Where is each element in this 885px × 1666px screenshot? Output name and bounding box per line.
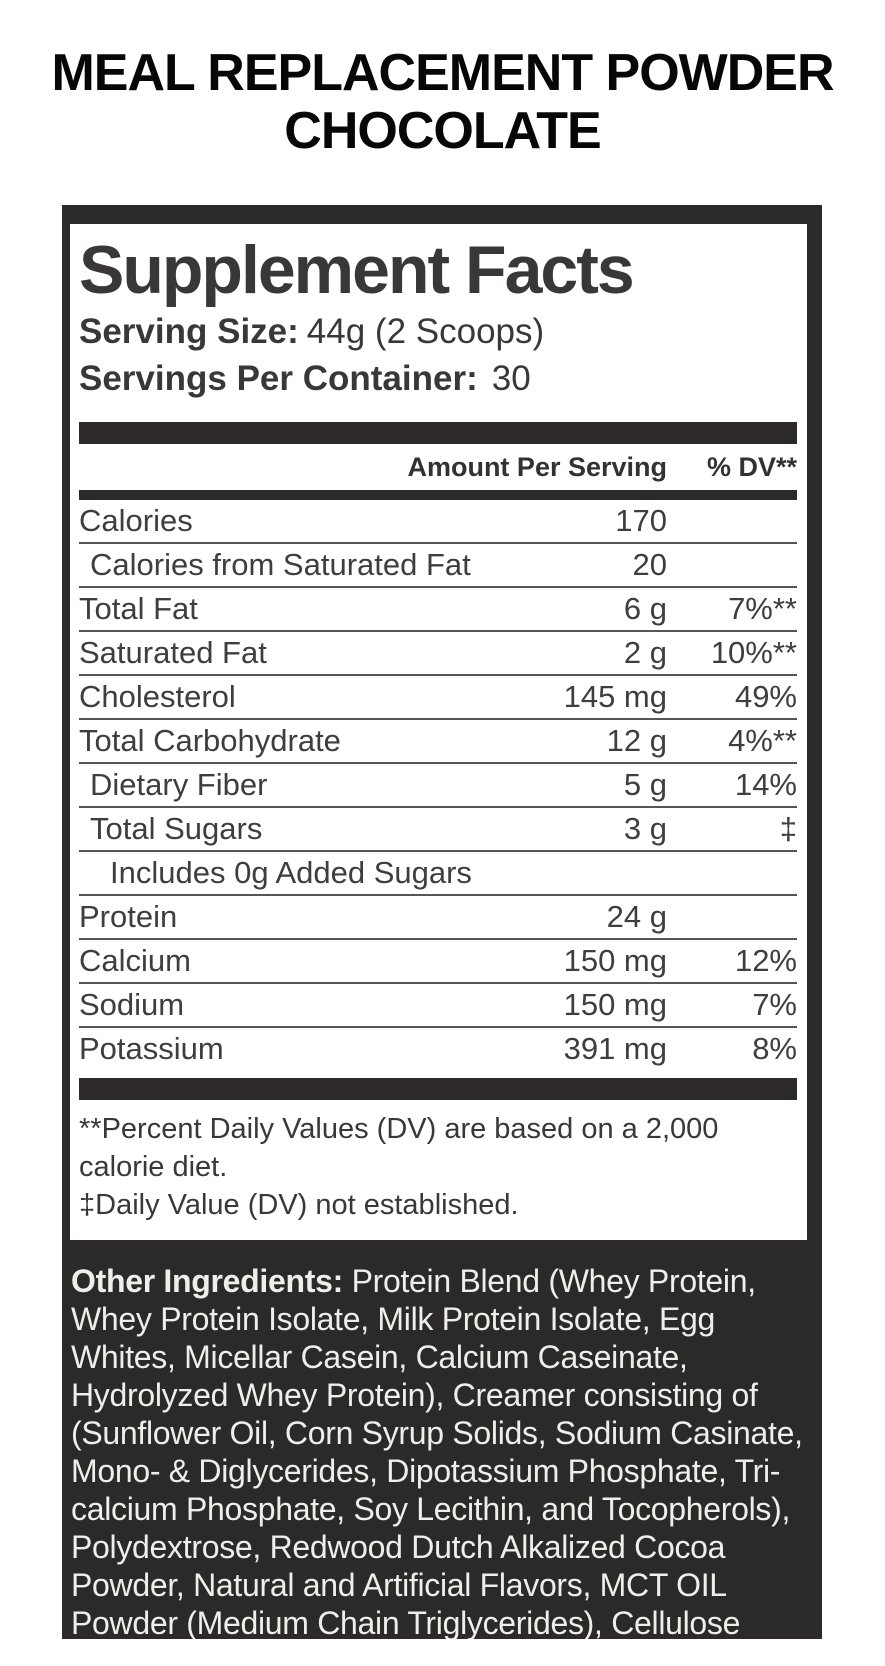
- nutrient-amount: 12 g: [606, 723, 667, 758]
- nutrient-dv: 12%: [734, 943, 797, 978]
- table-row-total-fat: Total Fat 6 g 7%**: [79, 586, 797, 630]
- table-row-potassium: Potassium 391 mg 8%: [79, 1026, 797, 1070]
- nutrient-amount: 2 g: [623, 635, 667, 670]
- nutrient-amount: 391 mg: [563, 1031, 667, 1066]
- product-title-line1: MEAL REPLACEMENT POWDER: [51, 44, 834, 102]
- table-row-cholesterol: Cholesterol 145 mg 49%: [79, 674, 797, 718]
- servings-per-container-label: Servings Per Container:: [79, 359, 478, 398]
- product-title: MEAL REPLACEMENT POWDER CHOCOLATE: [0, 44, 885, 160]
- footnote-daily-values: **Percent Daily Values (DV) are based on…: [79, 1113, 719, 1183]
- other-ingredients-text: Protein Blend (Whey Protein, Whey Protei…: [71, 1263, 803, 1639]
- supplement-facts-panel: Supplement Facts Serving Size: 44g (2 Sco…: [70, 224, 807, 1240]
- table-row-calories-from-sat-fat: Calories from Saturated Fat 20: [79, 542, 797, 586]
- table-row-total-carbohydrate: Total Carbohydrate 12 g 4%**: [79, 718, 797, 762]
- nutrient-amount: 170: [615, 503, 667, 538]
- product-title-line2: CHOCOLATE: [284, 102, 601, 160]
- nutrient-dv: 10%**: [710, 635, 797, 670]
- facts-heading: Supplement Facts: [79, 232, 635, 308]
- other-ingredients-section: Other Ingredients: Protein Blend (Whey P…: [62, 1240, 822, 1639]
- nutrient-amount: 5 g: [623, 767, 667, 802]
- table-row-protein: Protein 24 g: [79, 894, 797, 938]
- nutrient-amount: 6 g: [623, 591, 667, 626]
- table-row-calcium: Calcium 150 mg 12%: [79, 938, 797, 982]
- nutrient-name: Calories from Saturated Fat: [90, 547, 471, 582]
- nutrient-name: Total Sugars: [90, 811, 263, 846]
- dv-column-header: % DV**: [706, 451, 797, 482]
- other-ingredients-label: Other Ingredients:: [71, 1263, 352, 1299]
- nutrient-dv: 49%: [734, 679, 797, 714]
- serving-size-line: Serving Size: 44g (2 Scoops): [79, 308, 797, 355]
- nutrient-dv: 7%: [752, 987, 797, 1022]
- nutrient-amount: 24 g: [606, 899, 667, 934]
- nutrient-name: Includes 0g Added Sugars: [110, 855, 472, 890]
- nutrient-dv: 7%**: [728, 591, 797, 626]
- table-row-calories: Calories 170: [79, 500, 797, 542]
- nutrient-amount: 150 mg: [563, 987, 667, 1022]
- nutrient-dv: 4%**: [728, 723, 797, 758]
- footnote-dv-not-established: ‡Daily Value (DV) not established.: [79, 1189, 519, 1221]
- nutrient-table: Calories 170 Calories from Saturated Fat 2…: [79, 500, 797, 1070]
- nutrient-name: Sodium: [79, 987, 185, 1022]
- table-row-sodium: Sodium 150 mg 7%: [79, 982, 797, 1026]
- nutrient-dv: ‡: [779, 811, 797, 846]
- servings-per-container-value: 30: [491, 359, 531, 398]
- nutrient-dv: 14%: [734, 767, 797, 802]
- footnotes: **Percent Daily Values (DV) are based on…: [79, 1100, 797, 1224]
- nutrient-amount: 145 mg: [563, 679, 667, 714]
- nutrient-amount: 3 g: [623, 811, 667, 846]
- thick-separator-top: [79, 422, 797, 444]
- nutrient-name: Total Fat: [79, 591, 198, 626]
- table-row-total-sugars: Total Sugars 3 g ‡: [79, 806, 797, 850]
- nutrient-name: Protein: [79, 899, 178, 934]
- nutrient-name: Dietary Fiber: [90, 767, 268, 802]
- nutrient-name: Potassium: [79, 1031, 224, 1066]
- nutrient-name: Cholesterol: [79, 679, 236, 714]
- serving-size-value: 44g (2 Scoops): [306, 312, 545, 351]
- amount-column-header: Amount Per Serving: [407, 451, 667, 482]
- nutrient-name: Saturated Fat: [79, 635, 267, 670]
- table-row-saturated-fat: Saturated Fat 2 g 10%**: [79, 630, 797, 674]
- medium-separator: [79, 490, 797, 500]
- column-header-row: Amount Per Serving % DV**: [79, 444, 797, 490]
- nutrient-name: Calcium: [79, 943, 191, 978]
- serving-size-label: Serving Size:: [79, 312, 299, 351]
- nutrient-amount: 20: [632, 547, 667, 582]
- table-row-dietary-fiber: Dietary Fiber 5 g 14%: [79, 762, 797, 806]
- nutrient-name: Calories: [79, 503, 193, 538]
- nutrient-amount: 150 mg: [563, 943, 667, 978]
- nutrient-name: Total Carbohydrate: [79, 723, 341, 758]
- thick-separator-bottom: [79, 1078, 797, 1100]
- supplement-label: Supplement Facts Serving Size: 44g (2 Sco…: [62, 205, 822, 1639]
- table-row-added-sugars: Includes 0g Added Sugars: [79, 850, 797, 894]
- servings-per-container-line: Servings Per Container: 30: [79, 355, 797, 402]
- nutrient-dv: 8%: [752, 1031, 797, 1066]
